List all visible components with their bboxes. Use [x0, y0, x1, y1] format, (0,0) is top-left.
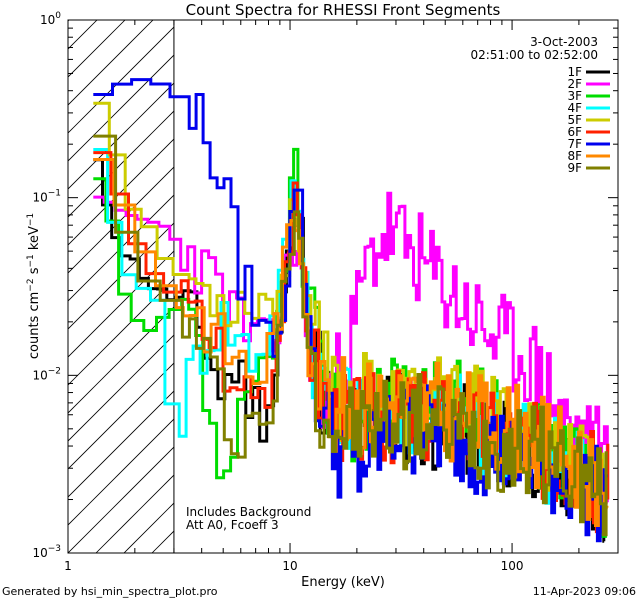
hatch-line — [68, 390, 174, 498]
hatch-line — [68, 54, 174, 162]
x-axis: 1 10 100 — [64, 20, 619, 573]
legend-label-6f: 6F — [567, 125, 582, 139]
y-tick-label: 10−1 — [32, 189, 61, 205]
footer-generated-by: Generated by hsi_min_spectra_plot.pro — [2, 585, 218, 598]
note-attenuator: Att A0, Fcoeff 3 — [186, 518, 279, 532]
hatch-line — [68, 222, 174, 330]
legend-label-5f: 5F — [567, 113, 582, 127]
chart-title: Count Spectra for RHESSI Front Segments — [186, 1, 501, 19]
y-axis-label-s: s — [27, 267, 42, 278]
y-tick-exponent: −1 — [48, 189, 61, 199]
x-tick-label: 10 — [282, 559, 297, 573]
annotation-date: 3-Oct-2003 — [530, 35, 598, 49]
annotation-time-range: 02:51:00 to 02:52:00 — [471, 48, 598, 62]
note-includes-background: Includes Background — [186, 505, 311, 519]
series-layer — [93, 78, 610, 543]
legend-label-9f: 9F — [567, 161, 582, 175]
legend-label-1f: 1F — [567, 65, 582, 79]
y-axis-label-kev: keV — [27, 226, 42, 254]
legend-label-4f: 4F — [567, 101, 582, 115]
y-tick-mantissa: 10 — [32, 546, 47, 560]
legend-label-2f: 2F — [567, 77, 582, 91]
y-tick-label: 10−2 — [32, 366, 61, 382]
y-tick-label: 10−3 — [32, 544, 61, 560]
y-axis-label-sup-cm: −2 — [26, 278, 36, 291]
series-9f — [93, 134, 608, 537]
y-tick-mantissa: 10 — [40, 13, 55, 27]
hatch-line — [68, 446, 174, 553]
y-tick-mantissa: 10 — [32, 191, 47, 205]
legend-label-3f: 3F — [567, 89, 582, 103]
y-axis-label: counts cm−2 s−1 keV−1 — [26, 213, 42, 359]
y-tick-label: 100 — [40, 11, 61, 27]
y-axis-label-sup-s: −1 — [26, 254, 36, 267]
y-tick-exponent: 0 — [55, 11, 61, 21]
legend-label-8f: 8F — [567, 149, 582, 163]
y-tick-exponent: −3 — [48, 544, 61, 554]
hatch-line — [68, 20, 154, 106]
hatch-line — [68, 20, 98, 50]
plot-frame — [67, 19, 619, 554]
hatch-line — [68, 194, 174, 302]
y-tick-mantissa: 10 — [32, 368, 47, 382]
hatch-line — [68, 362, 174, 470]
x-tick-label: 1 — [64, 559, 72, 573]
x-axis-label: Energy (keV) — [301, 575, 385, 590]
footer-timestamp: 11-Apr-2023 09:06 — [533, 585, 636, 598]
y-axis-label-sup-kev: −1 — [26, 213, 36, 226]
x-tick-label: 100 — [501, 559, 524, 573]
y-axis-label-text: counts cm — [27, 292, 42, 359]
hatch-line — [68, 26, 174, 134]
hatch-line — [68, 20, 70, 22]
hatch-line — [68, 418, 174, 526]
legend-label-7f: 7F — [567, 137, 582, 151]
y-tick-exponent: −2 — [48, 366, 61, 376]
hatch-line — [68, 334, 174, 442]
